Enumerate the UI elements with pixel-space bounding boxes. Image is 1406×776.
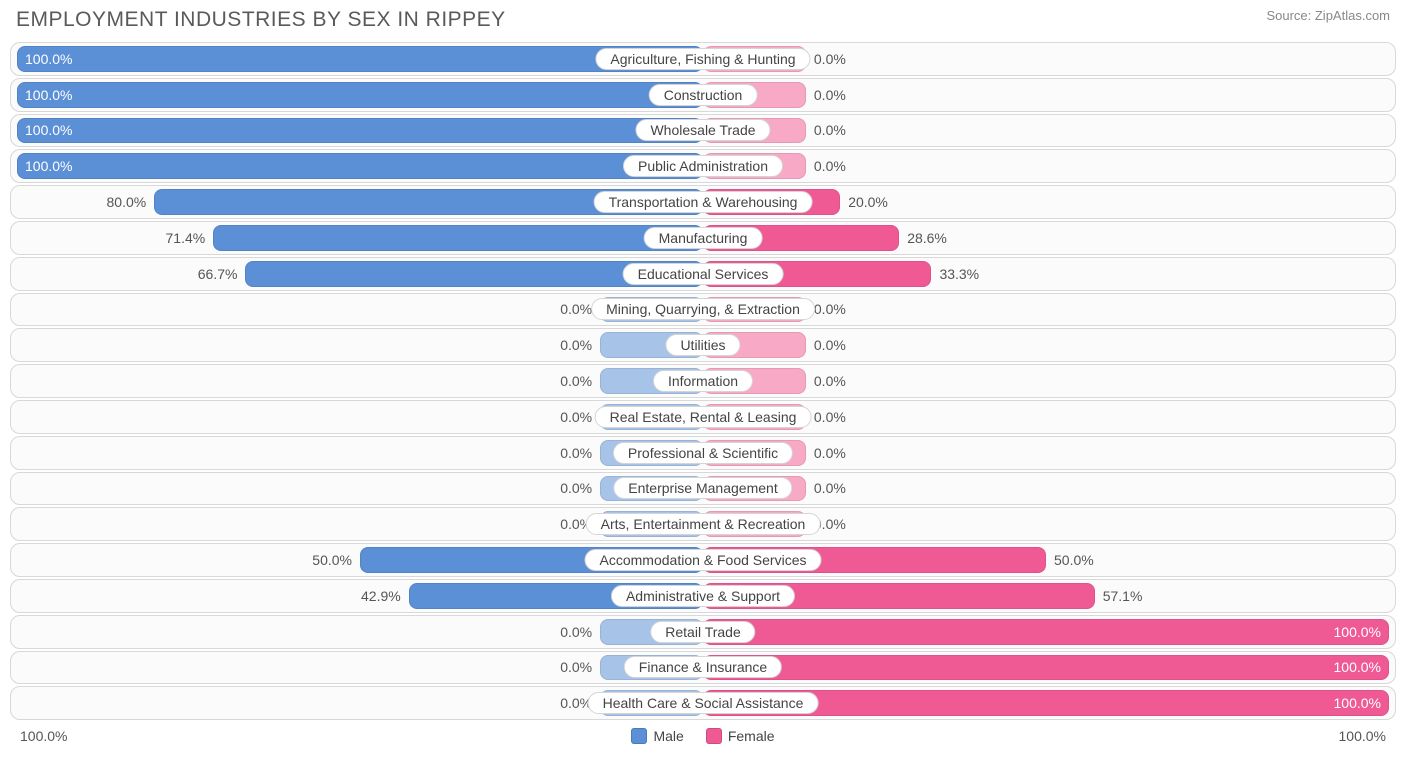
category-label: Wholesale Trade [635,119,770,141]
chart-row: 0.0% 100.0% Finance & Insurance [10,651,1396,685]
category-label: Educational Services [623,263,784,285]
female-value: 33.3% [939,266,979,282]
legend-item-female: Female [706,728,775,744]
category-label: Retail Trade [650,621,755,643]
category-label: Real Estate, Rental & Leasing [595,406,812,428]
female-value: 0.0% [814,158,846,174]
male-value: 100.0% [25,51,72,67]
chart-row: 100.0% 0.0% Public Administration [10,149,1396,183]
male-value: 100.0% [25,122,72,138]
chart-row: 80.0% 20.0% Transportation & Warehousing [10,185,1396,219]
chart-row: 71.4% 28.6% Manufacturing [10,221,1396,255]
legend-label-female: Female [728,728,775,744]
category-label: Mining, Quarrying, & Extraction [591,298,815,320]
chart-row: 0.0% 100.0% Retail Trade [10,615,1396,649]
male-value: 100.0% [25,87,72,103]
chart-container: EMPLOYMENT INDUSTRIES BY SEX IN RIPPEY S… [0,0,1406,744]
chart-source: Source: ZipAtlas.com [1266,8,1390,23]
chart-row: 100.0% 0.0% Construction [10,78,1396,112]
chart-row: 0.0%0.0%Arts, Entertainment & Recreation [10,507,1396,541]
chart-row: 0.0% 0.0%Real Estate, Rental & Leasing [10,400,1396,434]
chart-footer: 100.0% Male Female 100.0% [10,720,1396,744]
chart-row: 0.0% 0.0% Professional & Scientific [10,436,1396,470]
female-value: 57.1% [1103,588,1143,604]
chart-header: EMPLOYMENT INDUSTRIES BY SEX IN RIPPEY S… [10,8,1396,42]
category-label: Utilities [665,334,740,356]
category-label: Enterprise Management [613,477,792,499]
category-label: Agriculture, Fishing & Hunting [595,48,810,70]
female-bar [703,619,1389,645]
chart-title: EMPLOYMENT INDUSTRIES BY SEX IN RIPPEY [16,8,506,32]
category-label: Manufacturing [644,227,763,249]
female-value: 100.0% [1334,695,1381,711]
male-value: 0.0% [560,624,592,640]
category-label: Information [653,370,753,392]
male-bar [17,82,703,108]
male-value: 66.7% [198,266,238,282]
male-value: 0.0% [560,409,592,425]
category-label: Administrative & Support [611,585,795,607]
female-value: 0.0% [814,480,846,496]
male-value: 80.0% [107,194,147,210]
legend-label-male: Male [653,728,683,744]
female-value: 0.0% [814,373,846,389]
female-value: 0.0% [814,122,846,138]
legend-item-male: Male [631,728,683,744]
male-value: 71.4% [166,230,206,246]
male-value: 0.0% [560,337,592,353]
male-value: 0.0% [560,659,592,675]
category-label: Transportation & Warehousing [594,191,813,213]
female-value: 100.0% [1334,659,1381,675]
female-value: 0.0% [814,87,846,103]
female-value: 0.0% [814,409,846,425]
chart-row: 0.0% 0.0% Utilities [10,328,1396,362]
chart-rows: 100.0%0.0%Agriculture, Fishing & Hunting… [10,42,1396,720]
chart-row: 66.7% 33.3% Educational Services [10,257,1396,291]
female-value: 28.6% [907,230,947,246]
chart-row: 0.0% 0.0% Enterprise Management [10,472,1396,506]
male-bar [213,225,703,251]
chart-row: 50.0% 50.0% Accommodation & Food Services [10,543,1396,577]
chart-row: 0.0% 0.0%Mining, Quarrying, & Extraction [10,293,1396,327]
chart-row: 0.0%100.0%Health Care & Social Assistanc… [10,686,1396,720]
legend-swatch-male [631,728,647,744]
female-value: 100.0% [1334,624,1381,640]
axis-right-label: 100.0% [1339,728,1386,744]
chart-row: 100.0% 0.0% Wholesale Trade [10,114,1396,148]
female-value: 0.0% [814,337,846,353]
chart-row: 100.0% 0.0%Agriculture, Fishing & Hunting [10,42,1396,76]
axis-left-label: 100.0% [20,728,67,744]
male-value: 42.9% [361,588,401,604]
legend-swatch-female [706,728,722,744]
male-value: 0.0% [560,373,592,389]
chart-legend: Male Female [67,728,1338,744]
male-value: 50.0% [312,552,352,568]
category-label: Professional & Scientific [613,442,793,464]
female-value: 50.0% [1054,552,1094,568]
chart-row: 0.0% 0.0% Information [10,364,1396,398]
female-bar [703,655,1389,681]
male-value: 0.0% [560,301,592,317]
category-label: Public Administration [623,155,783,177]
male-value: 0.0% [560,480,592,496]
female-value: 20.0% [848,194,888,210]
male-bar [17,153,703,179]
category-label: Construction [649,84,758,106]
female-value: 0.0% [814,445,846,461]
male-value: 100.0% [25,158,72,174]
male-value: 0.0% [560,445,592,461]
female-value: 0.0% [814,51,846,67]
category-label: Arts, Entertainment & Recreation [586,513,821,535]
category-label: Health Care & Social Assistance [588,692,819,714]
category-label: Finance & Insurance [624,656,782,678]
female-value: 0.0% [814,301,846,317]
category-label: Accommodation & Food Services [585,549,822,571]
male-bar [17,118,703,144]
chart-row: 42.9% 57.1% Administrative & Support [10,579,1396,613]
